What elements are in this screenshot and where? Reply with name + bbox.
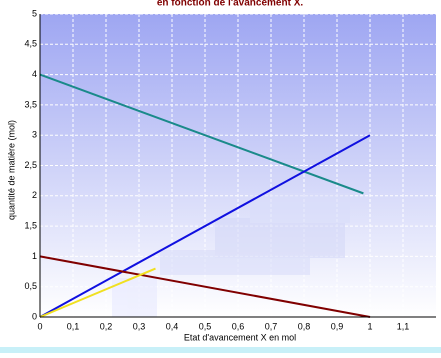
y-tick-label: 0 [32, 311, 37, 321]
x-tick-label: 0,2 [100, 321, 113, 331]
x-tick-label: 1 [367, 321, 372, 331]
status-band [0, 347, 441, 353]
series-line [39, 255, 371, 318]
series-line [39, 267, 156, 318]
overlay-artifacts [112, 193, 350, 317]
y-tick-label: 3 [32, 130, 37, 140]
series-line [39, 73, 364, 195]
y-tick-label: 1 [32, 251, 37, 261]
x-tick-label: 0,4 [166, 321, 179, 331]
chart-title: en fonction de l'avancement X. [157, 0, 304, 9]
x-tick-label: 0,1 [67, 321, 80, 331]
y-tick-label: 4,5 [24, 39, 37, 49]
title-band [140, 0, 320, 8]
y-tick-label: 1,5 [24, 220, 37, 230]
x-tick-label: 0,7 [265, 321, 278, 331]
x-tick-label: 0,9 [331, 321, 344, 331]
y-axis-label: quantité de matière (mol) [6, 120, 16, 220]
x-tick-label: 0,6 [232, 321, 245, 331]
y-tick-label: 5 [32, 8, 37, 18]
x-axis-label: Etat d'avancement X en mol [184, 332, 296, 342]
y-tick-label: 2 [32, 190, 37, 200]
x-tick-label: 0 [37, 321, 42, 331]
y-tick-label: 0,5 [24, 281, 37, 291]
x-tick-label: 0,5 [199, 321, 212, 331]
series-line [39, 134, 371, 318]
x-tick-label: 0,8 [298, 321, 311, 331]
x-tick-label: 1,1 [397, 321, 410, 331]
y-tick-label: 2,5 [24, 160, 37, 170]
y-tick-label: 4 [32, 69, 37, 79]
y-tick-label: 3,5 [24, 99, 37, 109]
x-tick-label: 0,3 [133, 321, 146, 331]
